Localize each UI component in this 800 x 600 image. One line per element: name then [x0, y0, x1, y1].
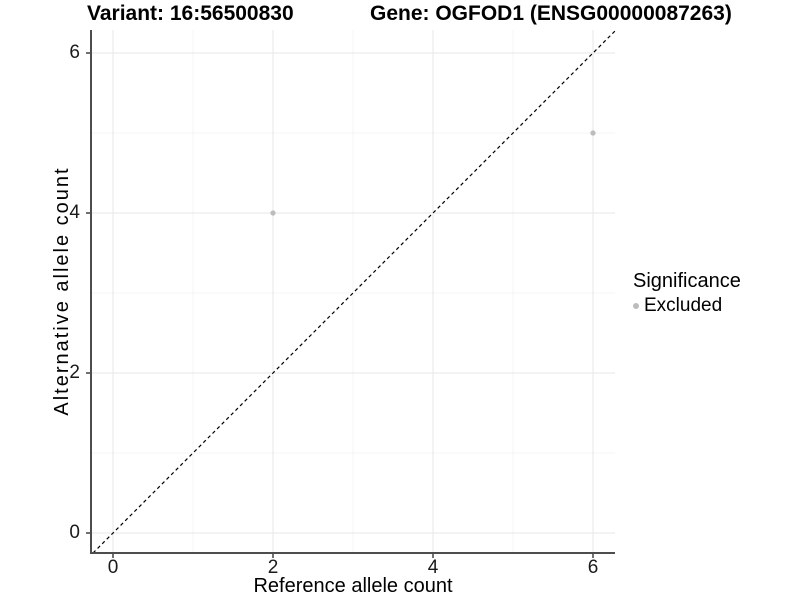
x-axis-title: Reference allele count — [253, 575, 453, 597]
plot-panel — [86, 29, 617, 558]
x-tick-label: 2 — [267, 557, 279, 578]
y-tick-label: 0 — [69, 522, 80, 543]
legend-title: Significance — [633, 270, 741, 292]
x-tick-label: 6 — [587, 557, 599, 578]
data-point — [590, 130, 596, 136]
excluded-point-icon — [633, 303, 639, 309]
variant-title: Variant: 16:56500830 — [87, 2, 294, 25]
data-point — [270, 210, 276, 216]
gene-title: Gene: OGFOD1 (ENSG00000087263) — [370, 2, 732, 25]
legend-entry-excluded: Excluded — [633, 295, 798, 317]
y-tick-label: 6 — [69, 42, 80, 63]
y-tick-label: 4 — [69, 202, 80, 223]
y-axis-title: Alternative allele count — [51, 166, 73, 416]
identity-line — [92, 29, 617, 554]
legend: Significance Excluded — [633, 270, 798, 317]
y-tick-label: 2 — [69, 362, 80, 383]
x-tick-label: 0 — [107, 557, 119, 578]
x-tick-label: 4 — [427, 557, 439, 578]
legend-entry-label: Excluded — [644, 295, 723, 316]
